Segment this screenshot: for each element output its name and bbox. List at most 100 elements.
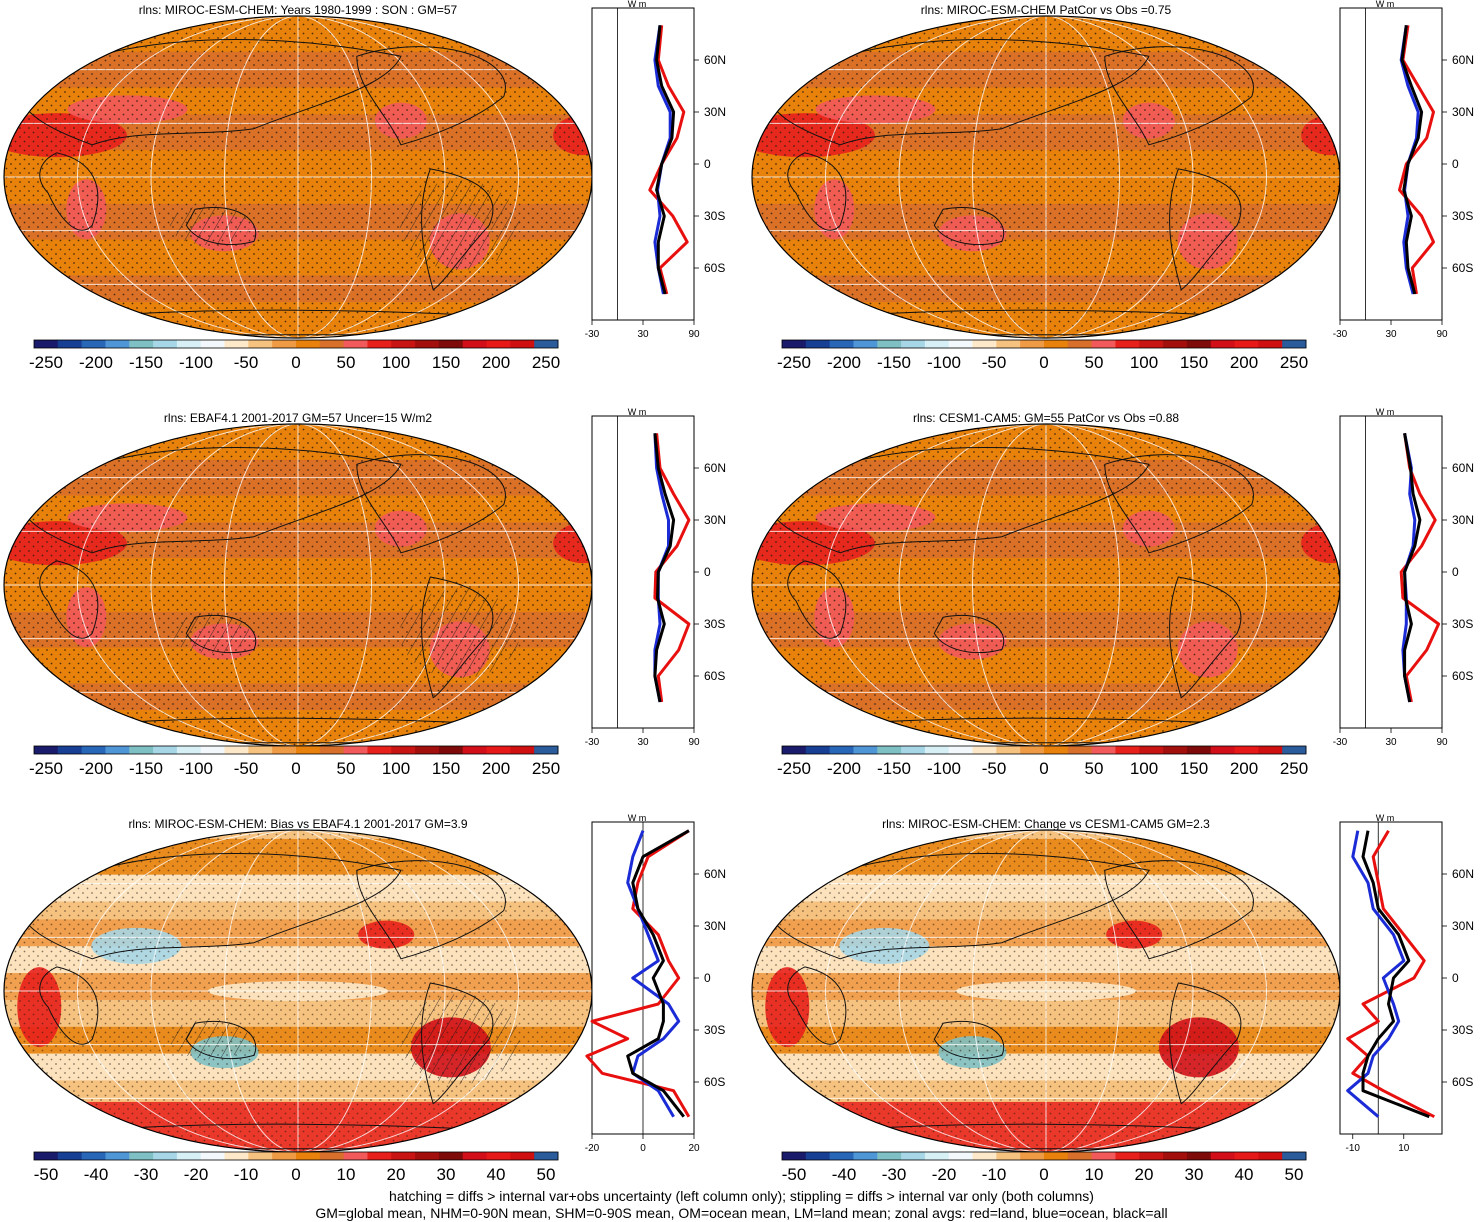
- map-field: [4, 424, 592, 746]
- colorbar-tick-label: 50: [337, 759, 356, 778]
- colorbar-swatch: [176, 340, 202, 348]
- colorbar-tick-label: -100: [927, 759, 961, 778]
- colorbar-swatch: [224, 1152, 249, 1160]
- continent-outline: [933, 207, 1005, 245]
- colorbar-swatch: [924, 746, 950, 754]
- colorbar-swatch: [1210, 1152, 1236, 1160]
- colorbar-swatch: [296, 340, 321, 348]
- colorbar: -250 -200 -150 -100 -50 0 50 100 150 200 250: [29, 339, 560, 372]
- colorbar-swatch: [924, 1152, 950, 1160]
- continent-outline: [933, 615, 1005, 653]
- profile-xtick-label: -30: [1333, 329, 1348, 340]
- colorbar-swatch: [153, 746, 178, 754]
- colorbar-swatch: [224, 340, 249, 348]
- colorbar-swatch: [972, 340, 997, 348]
- colorbar-swatch: [1044, 746, 1069, 754]
- profile-xtick-label: -30: [585, 329, 600, 340]
- colorbar-swatch: [367, 1152, 392, 1160]
- colorbar-swatch: [438, 746, 464, 754]
- colorbar-swatch: [319, 746, 345, 754]
- colorbar-swatch: [1282, 746, 1307, 754]
- hatching: [399, 588, 520, 679]
- colorbar-frame: [33, 745, 559, 755]
- profile-ytick-label: 60N: [1452, 867, 1474, 881]
- colorbar-swatch: [296, 1152, 321, 1160]
- colorbar: -250 -200 -150 -100 -50 0 50 100 150 200 250: [777, 339, 1308, 372]
- all-zonal-line: [655, 25, 676, 295]
- colorbar-swatch: [248, 746, 273, 754]
- profile-xtick-label: -20: [585, 1143, 600, 1154]
- colorbar: -50 -40 -30 -20 -10 0 10 20 30 40 50: [781, 1151, 1307, 1184]
- profile-xtick-label: -30: [585, 737, 600, 748]
- continent-outline: [766, 853, 1150, 960]
- meridian-line: [224, 424, 372, 746]
- colorbar-swatch: [57, 1152, 83, 1160]
- zonal-profile: W m -30 30 90 60N 30N 0 30S 60S: [1333, 407, 1474, 748]
- colorbar-swatch: [176, 1152, 202, 1160]
- colorbar-swatch: [367, 340, 392, 348]
- panel-title: rlns: CESM1-CAM5: GM=55 PatCor vs Obs =0…: [913, 411, 1179, 425]
- colorbar-swatch: [1139, 340, 1164, 348]
- colorbar-swatch: [877, 340, 902, 348]
- colorbar-tick-label: 0: [1039, 353, 1048, 372]
- profile-ytick-label: 60S: [704, 669, 725, 683]
- profile-ytick-label: 30N: [704, 513, 726, 527]
- continent-outline: [933, 1021, 1005, 1059]
- colorbar-tick-label: -250: [29, 353, 63, 372]
- land-zonal-line: [653, 433, 691, 703]
- profile-ytick-label: 60N: [1452, 461, 1474, 475]
- meridian-line: [898, 830, 1194, 1152]
- colorbar-swatch: [1091, 1152, 1116, 1160]
- colorbar-swatch: [972, 1152, 997, 1160]
- colorbar-swatch: [1044, 1152, 1069, 1160]
- colorbar-tick-label: 250: [532, 353, 560, 372]
- colorbar-tick-label: -30: [134, 1165, 159, 1184]
- meridian-line: [972, 830, 1120, 1152]
- colorbar-swatch: [105, 340, 130, 348]
- colorbar-tick-label: 100: [382, 353, 410, 372]
- zonal-profile: W m -30 30 90 60N 30N 0 30S 60S: [585, 0, 726, 340]
- colorbar-swatch: [367, 746, 392, 754]
- profile-ytick-label: 60S: [704, 1075, 725, 1089]
- colorbar-swatch: [153, 1152, 178, 1160]
- colorbar-swatch: [805, 340, 831, 348]
- colorbar-swatch: [319, 340, 345, 348]
- colorbar-tick-label: 0: [291, 759, 300, 778]
- colorbar-swatch: [829, 1152, 854, 1160]
- colorbar-swatch: [877, 746, 902, 754]
- profile-xtick-label: 90: [1436, 737, 1448, 748]
- colorbar-swatch: [1234, 1152, 1259, 1160]
- colorbar-tick-label: 150: [1180, 353, 1208, 372]
- colorbar-swatch: [1258, 746, 1283, 754]
- colorbar-swatch: [901, 340, 926, 348]
- colorbar-swatch: [948, 340, 974, 348]
- colorbar-tick-label: 100: [1130, 353, 1158, 372]
- profile-xtick-label: 30: [1385, 329, 1397, 340]
- continent-outline: [421, 576, 494, 699]
- profile-frame: [591, 7, 695, 321]
- profile-ytick-label: 60N: [1452, 53, 1474, 67]
- colorbar-swatch: [805, 1152, 831, 1160]
- colorbar-swatch: [81, 1152, 106, 1160]
- continent-outline: [39, 966, 99, 1045]
- colorbar-swatch: [57, 746, 83, 754]
- colorbar-swatch: [1258, 340, 1283, 348]
- profile-xtick-label: 30: [1385, 737, 1397, 748]
- all-zonal-line: [626, 829, 690, 1118]
- colorbar-swatch: [391, 746, 416, 754]
- profile-unit: W m: [1376, 813, 1395, 823]
- continent-outline: [18, 39, 402, 146]
- zonal-profile: W m -30 30 90 60N 30N 0 30S 60S: [1333, 0, 1474, 340]
- profile-xtick-label: 90: [1436, 329, 1448, 340]
- colorbar-swatch: [1115, 340, 1140, 348]
- colorbar-tick-label: -40: [832, 1165, 857, 1184]
- colorbar-swatch: [1139, 1152, 1164, 1160]
- continent-outline: [185, 615, 257, 653]
- colorbar-tick-label: -150: [129, 353, 163, 372]
- colorbar-frame: [781, 339, 1307, 349]
- colorbar-swatch: [343, 746, 368, 754]
- colorbar-tick-label: 40: [487, 1165, 506, 1184]
- profile-ytick-label: 30S: [1452, 209, 1473, 223]
- colorbar-tick-label: 10: [1085, 1165, 1104, 1184]
- colorbar-swatch: [1115, 746, 1140, 754]
